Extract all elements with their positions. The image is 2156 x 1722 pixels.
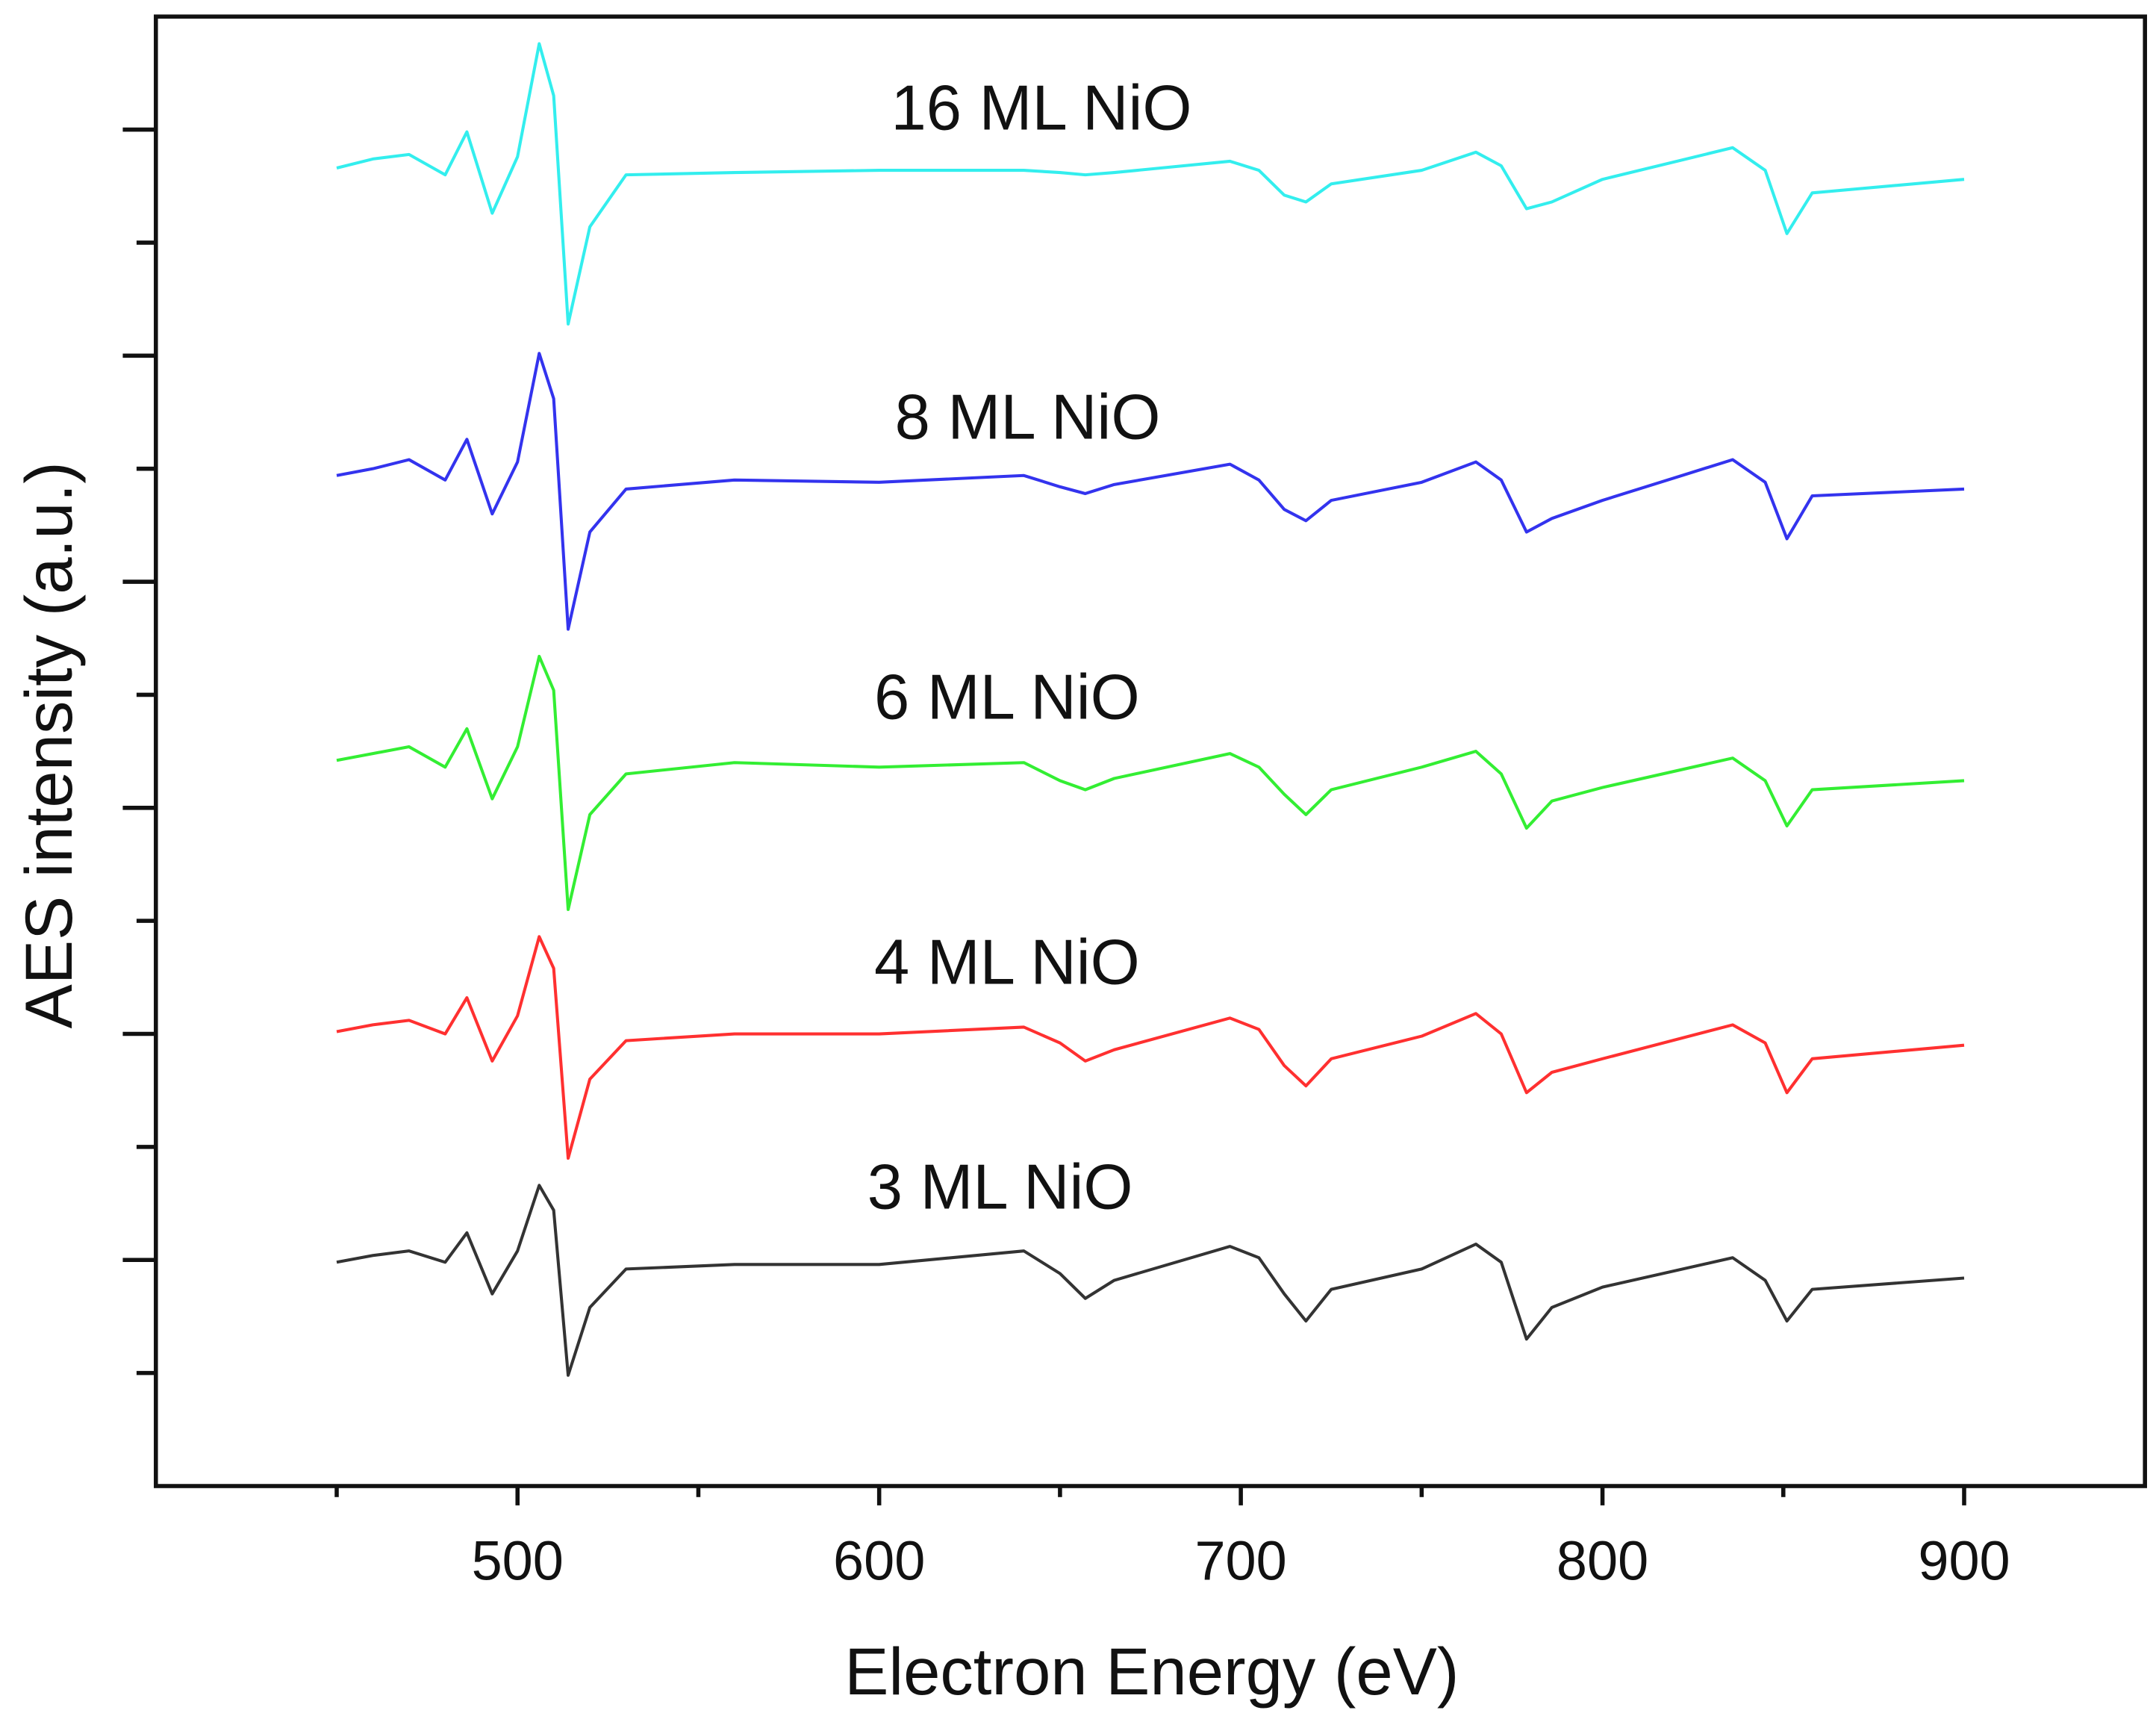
- y-axis-label: AES intensity (a.u.): [12, 461, 86, 1028]
- series-label: 4 ML NiO: [874, 927, 1140, 998]
- series-label: 16 ML NiO: [891, 73, 1192, 144]
- plot-frame: [154, 14, 2147, 1488]
- series-line: [336, 1184, 1965, 1377]
- x-tick-label: 900: [1918, 1530, 2010, 1592]
- x-tick-label: 500: [472, 1530, 564, 1592]
- x-tick-label: 700: [1194, 1530, 1286, 1592]
- x-tick-label: 600: [833, 1530, 925, 1592]
- series-label: 6 ML NiO: [874, 662, 1140, 733]
- x-axis-label: Electron Energy (eV): [844, 1635, 1459, 1709]
- series-line: [336, 935, 1965, 1160]
- x-tick-label: 800: [1557, 1530, 1648, 1592]
- series-line: [336, 42, 1965, 326]
- series-label: 3 ML NiO: [867, 1152, 1133, 1223]
- series-label: 8 ML NiO: [895, 382, 1161, 453]
- series-line: [336, 654, 1965, 912]
- series-line: [336, 352, 1965, 631]
